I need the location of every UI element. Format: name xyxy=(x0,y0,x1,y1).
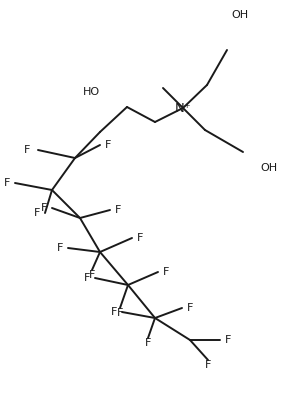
Text: F: F xyxy=(115,205,122,215)
Text: F: F xyxy=(23,145,30,155)
Text: F: F xyxy=(205,360,211,370)
Text: F: F xyxy=(3,178,10,188)
Text: F: F xyxy=(84,273,90,283)
Text: F: F xyxy=(145,338,151,348)
Text: F: F xyxy=(225,335,231,345)
Text: F: F xyxy=(89,270,95,280)
Text: F: F xyxy=(41,203,47,213)
Text: HO: HO xyxy=(83,87,100,97)
Text: F: F xyxy=(117,308,123,318)
Text: OH: OH xyxy=(231,10,249,20)
Text: F: F xyxy=(110,307,117,317)
Text: F: F xyxy=(137,233,143,243)
Text: F: F xyxy=(163,267,169,277)
Text: OH: OH xyxy=(260,163,277,173)
Text: F: F xyxy=(34,208,40,218)
Text: N⁺: N⁺ xyxy=(175,102,191,115)
Text: F: F xyxy=(105,140,111,150)
Text: F: F xyxy=(57,243,63,253)
Text: F: F xyxy=(187,303,193,313)
